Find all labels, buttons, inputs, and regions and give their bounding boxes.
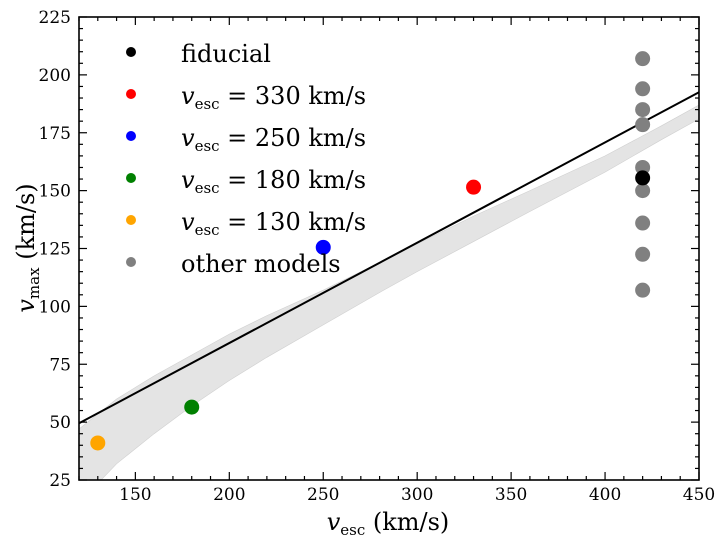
y-axis-title: vmax (km/s) [12, 183, 43, 312]
data-point-v-esc-180-km-s [184, 399, 200, 415]
y-tick-label: 25 [49, 471, 71, 491]
y-tick-label: 100 [39, 297, 71, 317]
y-tick-label: 150 [39, 182, 71, 202]
legend-marker [126, 215, 136, 225]
data-point-v-esc-330-km-s [466, 179, 482, 195]
x-tick-label: 300 [401, 485, 433, 505]
data-point-v-esc-130-km-s [90, 435, 106, 451]
x-tick-label: 150 [119, 485, 151, 505]
y-tick-label: 75 [49, 355, 71, 375]
legend-marker [126, 131, 136, 141]
plot-frame [78, 16, 700, 481]
data-point-other-models [635, 215, 651, 231]
legend-label: vesc = 250 km/s [181, 124, 366, 155]
data-point-other-models [635, 117, 651, 133]
x-tick-label: 250 [307, 485, 339, 505]
x-tick-label: 200 [213, 485, 245, 505]
x-tick-label: 400 [589, 485, 621, 505]
y-tick-label: 125 [39, 240, 71, 260]
legend-marker [126, 89, 136, 99]
legend-marker [126, 173, 136, 183]
legend-label: vesc = 180 km/s [181, 166, 366, 197]
data-point-other-models [635, 102, 651, 118]
shaded-band [79, 104, 699, 480]
data-point-other-models [635, 81, 651, 97]
data-point-v-esc-250-km-s [315, 239, 331, 255]
y-tick-label: 175 [39, 124, 71, 144]
data-points-layer [90, 51, 651, 451]
y-tick-label: 50 [49, 413, 71, 433]
tick-labels-layer: 150 200 250 300 350 400 450 25 50 75 100 125 150 175 2… [39, 8, 716, 505]
data-point-other-models [635, 183, 651, 199]
legend-label: vesc = 330 km/s [181, 82, 366, 113]
data-point-other-models [635, 282, 651, 298]
x-axis-title: vesc (km/s) [327, 508, 450, 539]
legend-marker [126, 47, 136, 57]
data-point-other-models [635, 159, 651, 175]
fit-line [79, 91, 699, 425]
x-tick-label: 350 [495, 485, 527, 505]
legend-label: other models [181, 250, 341, 278]
legend-label: fiducial [181, 40, 271, 68]
y-tick-label: 200 [39, 66, 71, 86]
shaded-band-layer [79, 104, 699, 480]
legend-label: vesc = 130 km/s [181, 208, 366, 239]
data-point-other-models [635, 51, 651, 67]
legend: fiducial vesc = 330 km/s vesc = 250 km/s ve… [126, 40, 366, 278]
data-point-fiducial [635, 170, 651, 186]
legend-marker [126, 257, 136, 267]
y-tick-label: 225 [39, 8, 71, 28]
x-tick-label: 450 [683, 485, 715, 505]
fit-line-layer [79, 91, 699, 425]
data-point-other-models [635, 246, 651, 262]
